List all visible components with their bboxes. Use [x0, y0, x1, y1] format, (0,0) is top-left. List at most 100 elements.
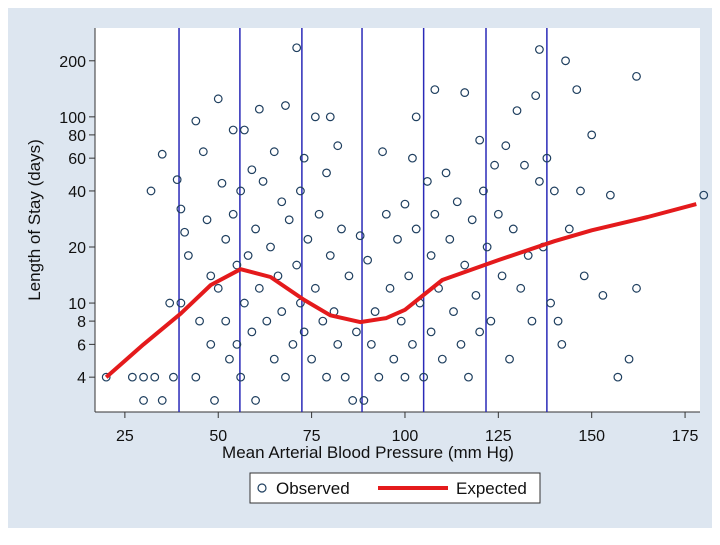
data-point: [549, 186, 559, 196]
data-point: [422, 177, 432, 186]
data-point: [322, 372, 331, 382]
data-point: [221, 234, 231, 244]
data-point: [426, 327, 436, 337]
data-point: [400, 199, 410, 209]
data-point: [307, 354, 317, 364]
data-point: [266, 242, 275, 252]
data-point: [632, 283, 641, 293]
data-point: [172, 175, 182, 185]
data-point: [254, 283, 264, 293]
data-point: [546, 298, 556, 308]
data-point: [456, 339, 466, 349]
data-point: [613, 372, 623, 382]
data-point: [269, 354, 279, 364]
data-point: [605, 190, 615, 200]
data-point: [228, 209, 238, 219]
data-point: [258, 177, 268, 186]
data-point: [139, 396, 148, 405]
y-tick-label: 80: [68, 128, 86, 145]
data-point: [344, 271, 354, 281]
data-point: [348, 396, 358, 405]
x-tick-label: 175: [672, 428, 699, 445]
data-point: [471, 290, 481, 300]
data-point: [370, 307, 380, 316]
data-point: [408, 339, 417, 349]
data-point: [598, 290, 608, 300]
data-point: [333, 339, 343, 349]
data-point: [322, 168, 331, 178]
data-point: [497, 271, 507, 281]
data-point: [243, 251, 253, 260]
data-point: [195, 316, 204, 326]
data-point: [352, 327, 361, 337]
data-point: [273, 271, 283, 281]
y-tick-label: 200: [59, 54, 86, 71]
data-point: [564, 224, 574, 234]
data-point: [411, 112, 421, 122]
data-point: [288, 339, 298, 349]
x-tick-label: 75: [303, 428, 321, 445]
data-point: [310, 283, 320, 293]
x-axis-label: Mean Arterial Blood Pressure (mm Hg): [222, 443, 514, 462]
y-tick-label: 10: [68, 296, 86, 313]
data-point: [359, 396, 369, 405]
data-point: [478, 186, 488, 196]
data-point: [441, 168, 451, 178]
data-point: [385, 283, 395, 293]
data-point: [165, 298, 175, 308]
data-point: [127, 372, 137, 382]
y-tick-label: 60: [68, 151, 86, 168]
data-point: [176, 204, 186, 214]
data-point: [486, 316, 496, 326]
data-point: [576, 186, 585, 196]
data-point: [217, 178, 227, 188]
data-point: [180, 227, 190, 237]
x-tick-label: 25: [116, 428, 134, 445]
data-point: [206, 339, 216, 349]
data-point: [206, 271, 216, 281]
data-point: [396, 316, 406, 326]
data-point: [277, 197, 287, 207]
data-point: [426, 251, 436, 260]
data-point: [587, 130, 597, 140]
y-tick-label: 8: [77, 314, 86, 331]
data-point: [232, 260, 242, 270]
y-tick-label: 20: [68, 240, 86, 257]
data-point: [183, 251, 193, 260]
data-point: [366, 339, 376, 349]
data-point: [475, 327, 485, 337]
data-point: [624, 354, 634, 364]
data-point: [221, 316, 231, 326]
data-point: [333, 141, 343, 151]
data-point: [505, 354, 514, 364]
data-point: [404, 271, 414, 281]
data-point: [460, 260, 470, 270]
data-point: [475, 135, 485, 145]
data-point: [236, 186, 246, 196]
x-tick-label: 50: [209, 428, 227, 445]
data-point: [277, 307, 287, 316]
data-point: [437, 354, 447, 364]
data-point: [325, 251, 335, 260]
data-point: [553, 316, 563, 326]
data-point: [389, 354, 399, 364]
data-point: [490, 160, 499, 170]
data-point: [239, 298, 249, 308]
data-point: [251, 396, 260, 405]
data-point: [374, 372, 384, 382]
data-point: [452, 197, 462, 207]
data-point: [467, 215, 477, 225]
data-point: [531, 91, 541, 101]
data-point: [150, 372, 160, 382]
data-point: [508, 224, 518, 234]
data-point: [460, 88, 470, 97]
data-point: [296, 186, 305, 196]
data-point: [501, 141, 511, 151]
data-point: [318, 316, 328, 326]
data-point: [247, 165, 257, 175]
data-point: [157, 396, 167, 405]
data-point: [542, 153, 552, 163]
expected-line: [104, 202, 697, 379]
data-point: [325, 112, 335, 122]
